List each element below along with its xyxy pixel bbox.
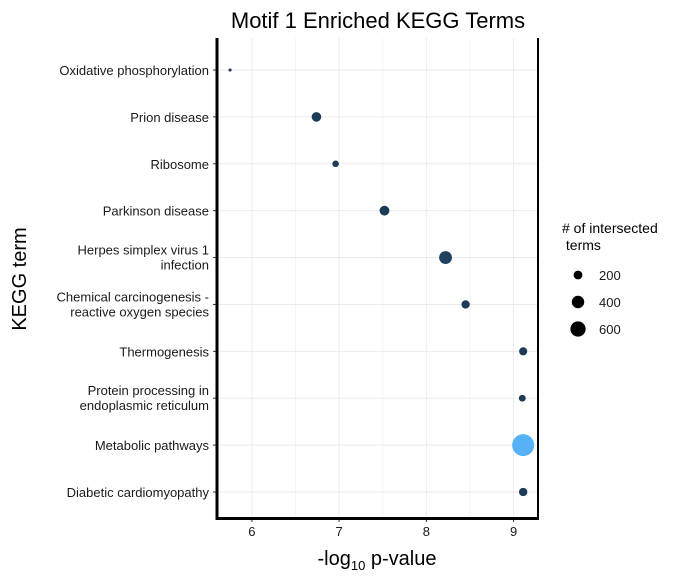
legend-key bbox=[571, 295, 585, 309]
x-axis-title: -log10 p-value bbox=[318, 548, 437, 573]
x-tick-label: 7 bbox=[336, 524, 343, 539]
y-tick-label: Metabolic pathways bbox=[95, 438, 210, 453]
y-tick-label: Prion disease bbox=[130, 110, 209, 125]
data-point bbox=[228, 68, 232, 72]
data-point bbox=[332, 160, 339, 168]
y-axis-title: KEGG term bbox=[9, 227, 31, 330]
data-point bbox=[512, 434, 535, 457]
grid bbox=[217, 38, 538, 518]
legend-key bbox=[570, 321, 586, 337]
x-tick-label: 8 bbox=[423, 524, 430, 539]
x-tick-labels: 6 7 8 9 bbox=[248, 518, 517, 539]
y-tick-label: Oxidative phosphorylation bbox=[59, 63, 209, 78]
y-tick-label: Diabetic cardiomyopathy bbox=[67, 485, 210, 500]
data-point bbox=[379, 205, 390, 216]
y-tick-label: Herpes simplex virus 1 infection bbox=[78, 243, 210, 273]
x-tick-label: 9 bbox=[510, 524, 517, 539]
legend-title: # of intersected terms bbox=[562, 220, 658, 253]
y-tick-label: Parkinson disease bbox=[103, 204, 209, 219]
y-tick-label: Protein processing in endoplasmic reticul… bbox=[80, 383, 209, 413]
data-point bbox=[518, 487, 528, 497]
size-legend: # of intersected terms 200 400 600 bbox=[562, 220, 658, 337]
data-point bbox=[519, 347, 528, 356]
chart-title: Motif 1 Enriched KEGG Terms bbox=[231, 8, 525, 33]
y-tick-label: Chemical carcinogenesis -reactive oxygen… bbox=[57, 289, 210, 319]
data-point bbox=[461, 300, 470, 309]
data-point bbox=[518, 394, 526, 402]
legend-key bbox=[573, 270, 583, 280]
y-tick-labels: Oxidative phosphorylation Prion disease Ri… bbox=[57, 63, 217, 500]
legend-label: 400 bbox=[599, 295, 621, 310]
data-points bbox=[228, 68, 535, 497]
legend-label: 200 bbox=[599, 268, 621, 283]
data-point bbox=[311, 112, 322, 122]
y-tick-label: Thermogenesis bbox=[119, 344, 209, 359]
data-point bbox=[439, 251, 452, 265]
y-tick-label: Ribosome bbox=[150, 157, 209, 172]
x-tick-label: 6 bbox=[248, 524, 255, 539]
legend-label: 600 bbox=[599, 322, 621, 337]
